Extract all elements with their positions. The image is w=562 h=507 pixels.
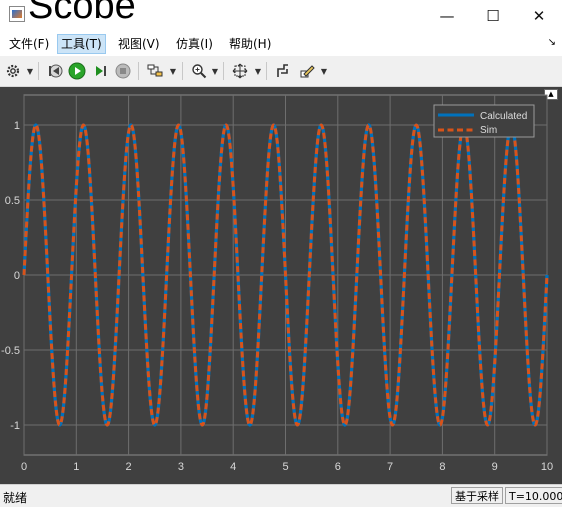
dock-arrow-icon[interactable]: ↘ (547, 37, 556, 48)
signal-select-icon[interactable] (145, 61, 165, 81)
scope-figure: ▲ 1 0.5 0 -0.5 -1 0 1 2 3 4 5 6 7 8 9 10 Calculated Si… (0, 87, 562, 484)
x-tick-label: 5 (282, 461, 288, 473)
legend-box (433, 104, 535, 138)
x-tick-label: 3 (178, 461, 184, 473)
zoom-icon[interactable] (189, 61, 209, 81)
x-tick-label: 7 (387, 461, 393, 473)
toolbar-separator (266, 62, 267, 80)
chevron-down-icon[interactable]: ▼ (254, 66, 262, 76)
x-tick-label: 10 (541, 461, 553, 473)
toolbar-separator (38, 62, 39, 80)
x-tick-label: 6 (335, 461, 341, 473)
toolbar-separator (223, 62, 224, 80)
simulation-time-indicator: T=10.000 (505, 487, 562, 504)
run-icon[interactable] (67, 61, 87, 81)
y-tick-label: 0 (14, 270, 20, 282)
chevron-down-icon[interactable]: ▼ (211, 66, 219, 76)
title-bar: Scobe — ☐ ✕ (0, 0, 562, 32)
menu-simulation[interactable]: 仿真(I) (176, 37, 213, 51)
maximize-button[interactable]: ☐ (486, 7, 500, 25)
chevron-down-icon[interactable]: ▼ (169, 66, 177, 76)
y-tick-label: 1 (14, 120, 20, 132)
x-tick-labels: 0 1 2 3 4 5 6 7 8 9 10 (21, 461, 553, 473)
scope-plot: 1 0.5 0 -0.5 -1 0 1 2 3 4 5 6 7 8 9 10 Calculated Sim (1, 94, 553, 473)
y-tick-label: 0.5 (5, 195, 20, 207)
highlight-block-icon[interactable] (297, 61, 317, 81)
menu-help[interactable]: 帮助(H) (229, 37, 272, 51)
chevron-down-icon[interactable]: ▼ (26, 66, 34, 76)
status-text: 就绪 (3, 491, 28, 505)
sampling-mode-indicator: 基于采样 (451, 487, 503, 504)
menu-file[interactable]: 文件(F) (9, 37, 50, 51)
status-bar: 就绪 基于采样 T=10.000 (0, 484, 562, 507)
toolbar: ▼ ▼ ▼ ▼ ▼ (0, 56, 562, 87)
stop-icon[interactable] (113, 61, 133, 81)
x-tick-label: 1 (73, 461, 79, 473)
x-tick-label: 0 (21, 461, 27, 473)
series-line-sim (22, 123, 549, 427)
legend-label-calculated: Calculated (480, 111, 527, 122)
x-tick-label: 2 (126, 461, 132, 473)
cursor-measure-icon[interactable] (273, 61, 293, 81)
menu-bar: 文件(F) 工具(T) 视图(V) 仿真(I) 帮助(H) ↘ (0, 32, 562, 56)
menu-view[interactable]: 视图(V) (118, 37, 160, 51)
x-tick-label: 9 (492, 461, 498, 473)
menu-tools[interactable]: 工具(T) (57, 34, 106, 54)
minimize-button[interactable]: — (439, 7, 455, 25)
toolbar-separator (182, 62, 183, 80)
gear-icon[interactable] (3, 61, 23, 81)
y-tick-labels: 1 0.5 0 -0.5 -1 (1, 120, 20, 432)
legend-label-sim: Sim (480, 125, 497, 136)
x-tick-label: 8 (439, 461, 445, 473)
window-title: Scobe (28, 0, 136, 27)
close-button[interactable]: ✕ (532, 7, 546, 25)
fit-to-view-icon[interactable] (230, 61, 250, 81)
y-tick-label: -0.5 (1, 345, 20, 357)
chevron-down-icon[interactable]: ▼ (320, 66, 328, 76)
y-tick-label: -1 (10, 420, 20, 432)
step-forward-icon[interactable] (91, 61, 111, 81)
toolbar-separator (138, 62, 139, 80)
app-icon (9, 6, 25, 22)
x-tick-label: 4 (230, 461, 236, 473)
step-back-icon[interactable] (45, 61, 65, 81)
legend[interactable]: Calculated Sim (433, 104, 535, 138)
